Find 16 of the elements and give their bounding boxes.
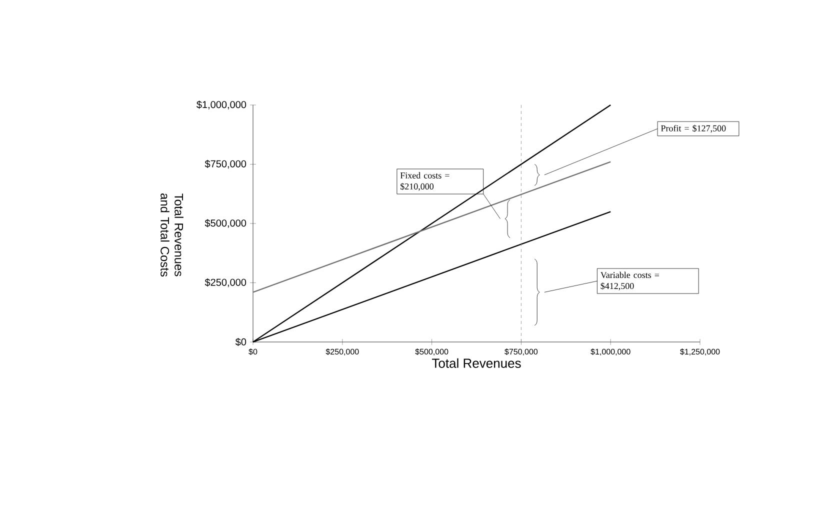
x-tick-label: $500,000 (415, 348, 448, 356)
y-tick-label: $750,000 (204, 160, 246, 169)
x-tick-label: $1,250,000 (680, 348, 720, 356)
annotation: Profit = $127,500 (661, 124, 726, 133)
y-axis-title: Total Revenues and Total Costs (160, 193, 184, 277)
x-tick-label: $250,000 (326, 348, 359, 356)
x-tick-label: $750,000 (504, 348, 538, 356)
y-tick-label: $0 (235, 338, 246, 346)
y-tick-label: $500,000 (204, 219, 246, 228)
y-tick-label: $250,000 (204, 278, 246, 288)
x-tick-label: $0 (248, 348, 258, 355)
x-tick-label: $1,000,000 (590, 348, 630, 356)
x-axis-title: Total Revenues (432, 358, 521, 368)
annotation: Variable costs = $412,500 (600, 272, 660, 290)
y-tick-label: $1,000,000 (196, 100, 246, 110)
annotation: Fixed costs = $210,000 (400, 172, 450, 191)
